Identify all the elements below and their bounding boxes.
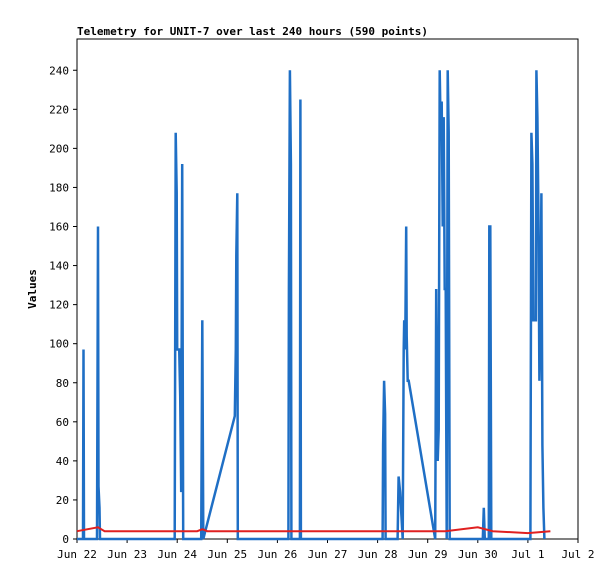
- x-tick-label: Jun 25: [207, 548, 247, 561]
- series-line-1: [77, 70, 546, 541]
- x-tick-label: Jun 27: [308, 548, 348, 561]
- y-tick-label: 180: [49, 181, 69, 194]
- x-tick-label: Jun 30: [458, 548, 498, 561]
- plot-frame: [76, 38, 579, 540]
- y-tick-label: 220: [49, 103, 69, 116]
- series-group: [76, 70, 551, 541]
- y-tick-label: 160: [49, 221, 69, 234]
- x-axis: Jun 22 Jun 23 Jun 24 Jun 25 Jun 26 Jun 27 Jun …: [57, 539, 595, 561]
- x-tick-label: Jun 26: [258, 548, 298, 561]
- series-line-2: [76, 526, 551, 535]
- x-tick-label: Jun 28: [358, 548, 398, 561]
- y-tick-label: 40: [56, 455, 69, 468]
- y-tick-label: 80: [56, 377, 69, 390]
- x-tick-label: Jun 29: [408, 548, 448, 561]
- y-axis-label: Values: [26, 269, 39, 309]
- y-tick-label: 140: [49, 260, 69, 273]
- y-tick-label: 60: [56, 416, 69, 429]
- x-tick-label: Jul 2: [561, 548, 594, 561]
- x-tick-label: Jul 1: [511, 548, 544, 561]
- x-tick-label: Jun 24: [157, 548, 197, 561]
- y-tick-label: 240: [49, 64, 69, 77]
- y-tick-label: 20: [56, 494, 69, 507]
- y-tick-label: 100: [49, 338, 69, 351]
- x-tick-label: Jun 23: [107, 548, 147, 561]
- y-tick-label: 0: [62, 533, 69, 546]
- y-axis: 0 20 40 60 80 100 120 140 160 180 200 220 240: [49, 64, 77, 546]
- x-tick-label: Jun 22: [57, 548, 97, 561]
- y-tick-label: 200: [49, 142, 69, 155]
- chart-title: Telemetry for UNIT-7 over last 240 hours…: [77, 25, 428, 38]
- y-tick-label: 120: [49, 299, 69, 312]
